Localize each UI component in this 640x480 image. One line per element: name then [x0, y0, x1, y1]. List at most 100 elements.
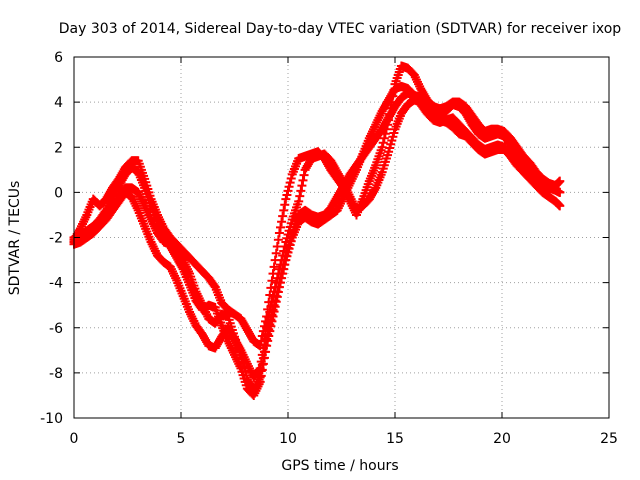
x-tick-label: 0 — [70, 431, 79, 447]
y-tick-label: 0 — [54, 185, 63, 201]
data-point — [272, 242, 282, 252]
y-tick-label: -10 — [40, 411, 63, 427]
x-tick-label: 20 — [493, 431, 511, 447]
data-point — [281, 194, 291, 204]
y-tick-label: 6 — [54, 50, 63, 66]
data-point — [267, 276, 277, 286]
data-point — [282, 190, 292, 200]
data-point — [225, 318, 235, 328]
data-point — [384, 115, 394, 125]
data-point — [299, 170, 309, 180]
data-point — [386, 103, 396, 113]
x-tick-labels: 0 5 10 15 20 25 — [70, 431, 618, 447]
y-tick-label: -4 — [49, 276, 63, 292]
data-point — [385, 143, 395, 153]
data-point — [266, 283, 276, 293]
data-point — [383, 120, 393, 130]
data-point — [276, 260, 286, 270]
data-point — [381, 154, 391, 164]
x-tick-label: 25 — [600, 431, 618, 447]
y-tick-label: -8 — [49, 366, 63, 382]
data-point — [272, 273, 282, 283]
data-point — [285, 222, 295, 232]
data-point — [259, 321, 269, 331]
data-point — [238, 370, 248, 380]
data-point — [276, 222, 286, 232]
data-point — [256, 336, 266, 346]
data-point — [282, 233, 292, 243]
data-point — [143, 184, 153, 194]
data-point — [280, 242, 290, 252]
grid — [74, 57, 609, 418]
data-point — [378, 138, 388, 148]
data-point — [377, 142, 387, 152]
data-point — [281, 237, 291, 247]
data-point — [379, 160, 389, 170]
data-point — [284, 226, 294, 236]
data-point — [378, 164, 388, 174]
y-tick-label: 4 — [54, 95, 63, 111]
data-point — [237, 367, 247, 377]
data-point — [264, 297, 274, 307]
data-point — [265, 290, 275, 300]
data-point — [379, 133, 389, 143]
y-tick-label: 2 — [54, 140, 63, 156]
data-marks — [69, 61, 565, 400]
data-point — [278, 211, 288, 221]
data-point — [377, 167, 387, 177]
data-point — [555, 176, 565, 186]
y-tick-label: -2 — [49, 231, 63, 247]
data-point — [296, 186, 306, 196]
data-point — [280, 200, 290, 210]
data-point — [263, 304, 273, 314]
data-point — [261, 316, 271, 326]
data-point — [286, 173, 296, 183]
data-point — [294, 196, 304, 206]
data-point — [383, 150, 393, 160]
data-point — [279, 205, 289, 215]
data-point — [236, 363, 246, 373]
data-point — [381, 124, 391, 134]
data-point — [144, 187, 154, 197]
x-axis-label: GPS time / hours — [281, 458, 398, 474]
data-point — [295, 191, 305, 201]
data-point — [386, 139, 396, 149]
chart-title: Day 303 of 2014, Sidereal Day-to-day VTE… — [59, 21, 622, 37]
data-point — [284, 182, 294, 192]
series-track-3 — [69, 95, 565, 382]
data-point — [239, 374, 249, 384]
data-point — [555, 201, 565, 211]
data-point — [389, 85, 399, 95]
data-point — [270, 255, 280, 265]
data-point — [285, 178, 295, 188]
data-point — [283, 186, 293, 196]
data-point — [255, 377, 265, 387]
data-point — [380, 129, 390, 139]
data-point — [145, 191, 155, 201]
data-point — [387, 135, 397, 145]
data-point — [258, 326, 268, 336]
data-point — [268, 269, 278, 279]
data-point — [142, 181, 152, 191]
data-point — [241, 380, 251, 390]
series-track-4 — [69, 61, 565, 351]
ticks — [73, 56, 610, 419]
data-point — [274, 264, 284, 274]
data-point — [255, 363, 265, 373]
data-point — [269, 262, 279, 272]
y-tick-label: -6 — [49, 321, 63, 337]
x-tick-label: 10 — [279, 431, 297, 447]
data-point — [388, 132, 398, 142]
x-tick-label: 15 — [386, 431, 404, 447]
data-point — [273, 235, 283, 245]
data-point — [283, 229, 293, 239]
data-point — [387, 97, 397, 107]
data-point — [384, 147, 394, 157]
data-point — [380, 157, 390, 167]
data-point — [385, 109, 395, 119]
data-point — [141, 177, 151, 187]
x-tick-label: 5 — [177, 431, 186, 447]
data-point — [389, 128, 399, 138]
data-point — [277, 217, 287, 227]
